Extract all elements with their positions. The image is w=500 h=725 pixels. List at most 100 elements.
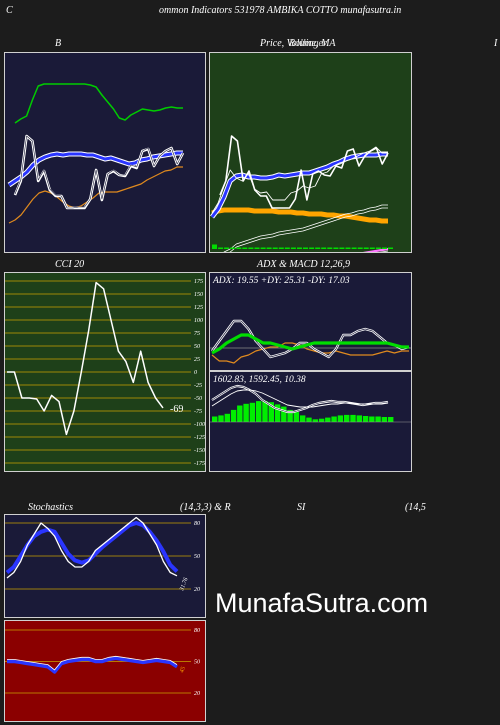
macd-histogram-bar	[243, 403, 249, 422]
bollinger-label: B	[55, 38, 62, 49]
macd-histogram-bar	[300, 415, 306, 422]
si-params-label: (14,5	[405, 502, 426, 513]
volume-bar	[212, 244, 217, 249]
volume-bar	[260, 247, 266, 249]
volume-bar	[284, 247, 290, 249]
cci-tick-label: 100	[194, 318, 203, 324]
adx-plus-di-line	[211, 319, 410, 359]
volume-bar	[321, 247, 327, 249]
macd-histogram-bar	[331, 416, 337, 422]
cci-tick-label: -175	[194, 461, 205, 467]
cci-last-value: -69	[170, 404, 183, 415]
cci-tick-label: 175	[194, 279, 203, 285]
cci-label: CCI 20	[55, 259, 85, 270]
volume-bar	[388, 247, 393, 249]
macd-histogram-bar	[369, 416, 375, 422]
cci-tick-label: -100	[194, 422, 205, 428]
cci-panel: 175 150 125 100 75 50 25 0 -25 -50 -75 -100 -125 -150…	[4, 272, 206, 472]
volume-bar	[224, 247, 230, 249]
macd-histogram-bar	[356, 415, 362, 422]
macd-histogram-bar	[287, 409, 293, 422]
price-ma-chart	[210, 135, 393, 252]
bollinger-price-dark-line	[14, 135, 184, 209]
volume-bar	[369, 247, 375, 249]
right-edge-label: I	[494, 38, 498, 49]
volume-bar	[254, 247, 260, 249]
watermark: MunafaSutra.com	[215, 588, 429, 618]
adx-plus-di-inner-line	[211, 320, 410, 358]
adx-chart	[210, 319, 411, 364]
macd-histogram-bar	[293, 412, 300, 422]
ma-orange-line	[211, 207, 388, 224]
rsi-last-value: 45	[179, 666, 187, 674]
volume-bar	[315, 247, 321, 249]
volume-bar	[309, 247, 315, 249]
header-title: ommon Indicators 531978 AMBIKA COTTO mun…	[159, 5, 402, 16]
header-letter: C	[6, 5, 13, 16]
cci-tick-label: -75	[194, 409, 202, 415]
adx-values-text: ADX: 19.55 +DY: 25.31 -DY: 17.03	[213, 276, 350, 286]
stoch-tick-label: 80	[194, 521, 200, 527]
macd-histogram-bar	[325, 417, 331, 422]
macd-histogram-bar	[350, 414, 356, 423]
volume-bar	[236, 247, 242, 249]
cci-tick-label: -25	[194, 383, 202, 389]
macd-histogram-bar	[224, 413, 230, 423]
volume-bar	[351, 247, 357, 249]
macd-histogram-bar	[318, 418, 325, 422]
cci-tick-label: 0	[194, 370, 197, 376]
volume-bar	[230, 247, 236, 249]
bollinger-middle-line	[8, 151, 183, 187]
cci-tick-label: 150	[194, 292, 203, 298]
volume-bar	[357, 247, 363, 249]
macd-histogram-bar	[362, 416, 369, 423]
volume-bar	[242, 247, 248, 249]
macd-histogram-bar	[274, 404, 281, 422]
rsi-tick-label: 80	[194, 628, 200, 634]
macd-histogram-bar	[249, 402, 256, 423]
ma-long-line-1	[223, 204, 388, 252]
ma-pink-line	[363, 247, 389, 252]
price-ma-overlay-label: Bollinger	[289, 38, 327, 49]
stoch-d-line	[5, 521, 179, 575]
price-ma-panel	[209, 52, 412, 253]
volume-bar	[278, 247, 284, 249]
macd-histogram-bar	[375, 416, 381, 422]
macd-histogram-bar	[281, 406, 287, 422]
rsi-white-line	[7, 655, 178, 671]
macd-histogram-bar	[306, 417, 312, 422]
cci-line	[7, 281, 164, 436]
stoch-tick-label: 50	[194, 554, 200, 560]
adx-panel: ADX: 19.55 +DY: 25.31 -DY: 17.03	[209, 272, 412, 371]
rsi-tick-label: 50	[194, 660, 200, 666]
si-label: SI	[297, 502, 306, 513]
rsi-chart: 80 50 20 45	[5, 628, 200, 697]
volume-bar	[381, 247, 387, 249]
cci-tick-label: -125	[194, 435, 205, 441]
adx-macd-label: ADX & MACD 12,26,9	[257, 259, 351, 270]
volume-bar	[363, 247, 369, 249]
ma-pink-edge-line	[379, 250, 389, 252]
macd-histogram-bar	[344, 414, 350, 423]
stoch-tick-label: 20	[194, 587, 200, 593]
macd-histogram-bar	[230, 409, 237, 422]
stochastics-label: Stochastics	[28, 502, 73, 513]
macd-histogram-bar	[388, 417, 394, 422]
macd-histogram-bar	[256, 401, 262, 422]
stochastics-params-label: (14,3,3) & R	[180, 502, 231, 513]
cci-tick-label: 75	[194, 331, 200, 337]
macd-panel: 1602.83, 1592.45, 10.38	[209, 371, 412, 472]
stoch-last-value: 31.76	[179, 577, 190, 593]
macd-histogram-bar	[312, 419, 318, 423]
volume-bar	[375, 247, 381, 249]
rsi-panel: 80 50 20 45	[4, 620, 206, 722]
volume-bar	[345, 247, 351, 249]
bollinger-panel	[4, 52, 206, 253]
cci-chart: 175 150 125 100 75 50 25 0 -25 -50 -75 -100 -125 -150…	[5, 279, 205, 467]
cci-tick-label: -150	[194, 448, 205, 454]
macd-histogram-bar	[262, 401, 268, 422]
stochastics-chart: 80 50 20 31.76	[5, 516, 200, 593]
macd-histogram-bar	[237, 405, 243, 422]
bollinger-lower-line	[8, 166, 183, 224]
rsi-line	[7, 656, 178, 674]
